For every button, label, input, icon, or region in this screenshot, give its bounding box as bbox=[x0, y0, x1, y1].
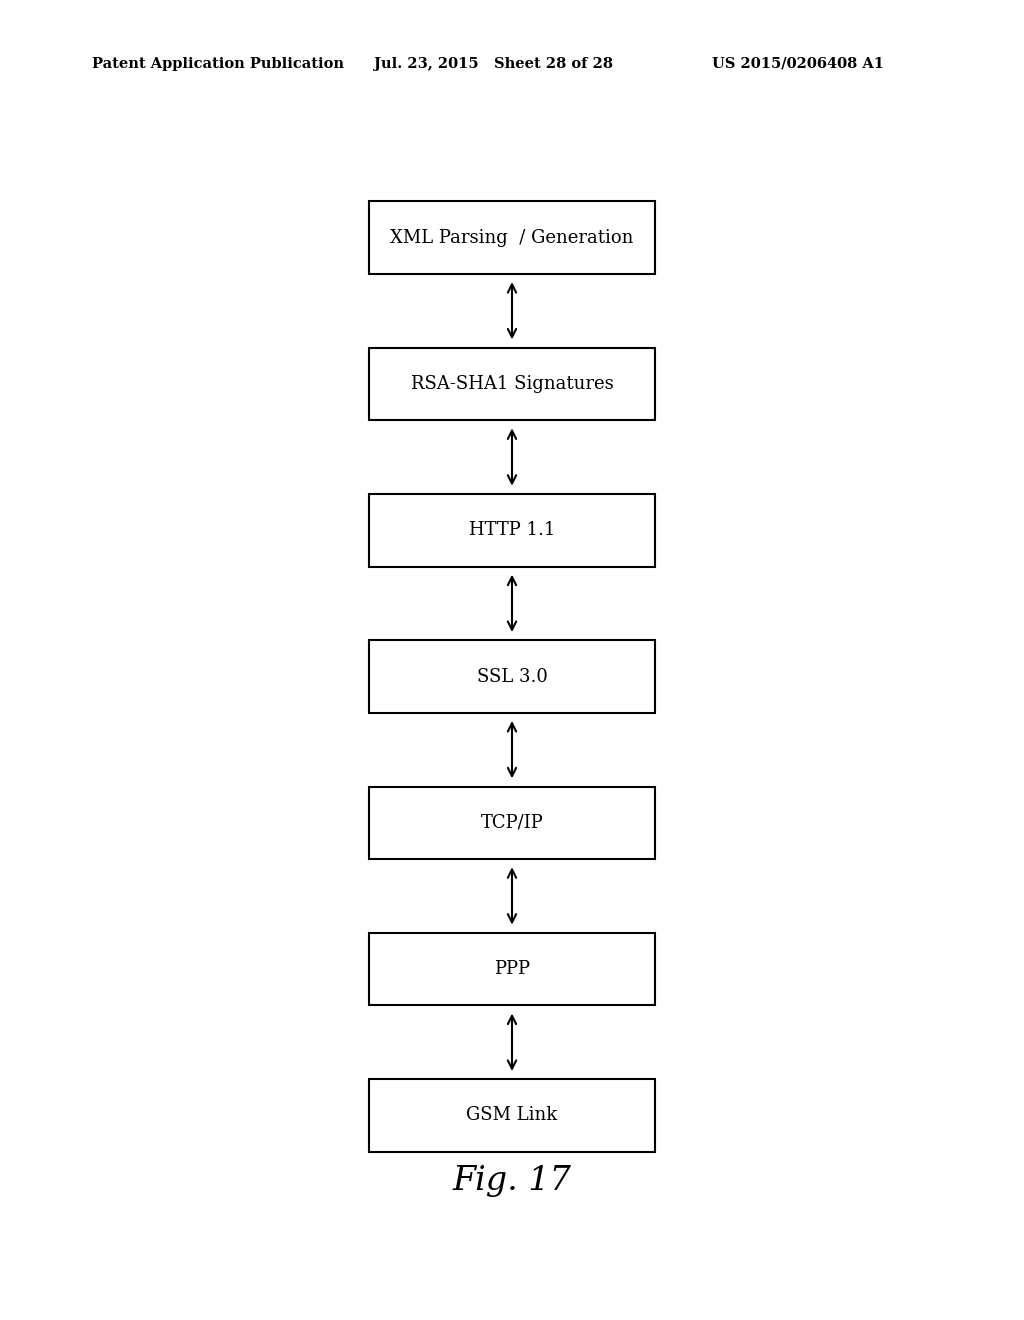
Text: GSM Link: GSM Link bbox=[466, 1106, 558, 1125]
Text: RSA-SHA1 Signatures: RSA-SHA1 Signatures bbox=[411, 375, 613, 393]
FancyBboxPatch shape bbox=[369, 1080, 655, 1151]
Text: SSL 3.0: SSL 3.0 bbox=[476, 668, 548, 685]
Text: PPP: PPP bbox=[494, 960, 530, 978]
Text: HTTP 1.1: HTTP 1.1 bbox=[469, 521, 555, 539]
FancyBboxPatch shape bbox=[369, 494, 655, 566]
Text: XML Parsing  / Generation: XML Parsing / Generation bbox=[390, 228, 634, 247]
Text: US 2015/0206408 A1: US 2015/0206408 A1 bbox=[712, 57, 884, 71]
FancyBboxPatch shape bbox=[369, 640, 655, 713]
FancyBboxPatch shape bbox=[369, 787, 655, 859]
Text: TCP/IP: TCP/IP bbox=[480, 814, 544, 832]
Text: Jul. 23, 2015   Sheet 28 of 28: Jul. 23, 2015 Sheet 28 of 28 bbox=[374, 57, 612, 71]
FancyBboxPatch shape bbox=[369, 933, 655, 1006]
FancyBboxPatch shape bbox=[369, 201, 655, 275]
Text: Fig. 17: Fig. 17 bbox=[453, 1166, 571, 1197]
Text: Patent Application Publication: Patent Application Publication bbox=[92, 57, 344, 71]
FancyBboxPatch shape bbox=[369, 347, 655, 420]
